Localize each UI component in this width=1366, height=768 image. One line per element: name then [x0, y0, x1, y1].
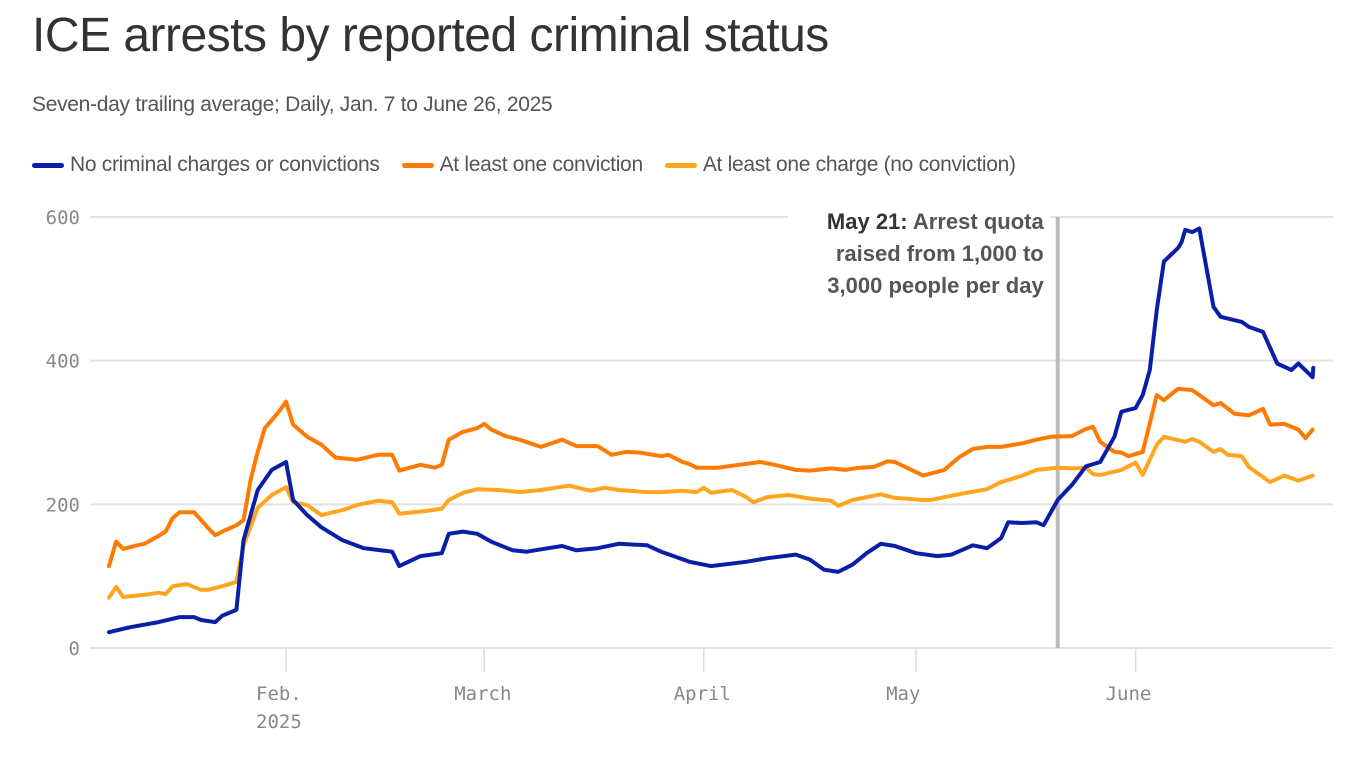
legend-swatch	[401, 162, 434, 168]
legend-item-charge: At least one charge (no conviction)	[664, 153, 1016, 177]
chart-subtitle: Seven-day trailing average; Daily, Jan. …	[32, 93, 553, 116]
x-tick-label: April	[674, 683, 731, 705]
x-tick-label: May	[886, 683, 920, 705]
x-tick-label: June	[1106, 683, 1152, 705]
y-tick-label: 400	[46, 351, 80, 373]
annotation-text: 3,000 people per day	[827, 273, 1044, 298]
x-tick-label: March	[454, 683, 511, 705]
legend-item-no-criminal: No criminal charges or convictions	[32, 153, 380, 177]
series-line-1	[107, 386, 1315, 569]
legend-label: No criminal charges or convictions	[70, 153, 380, 176]
legend: No criminal charges or convictions At le…	[32, 153, 1016, 177]
annotation-text: raised from 1,000 to	[836, 241, 1044, 266]
legend-label: At least one charge (no conviction)	[702, 153, 1016, 176]
series-line-2	[107, 434, 1315, 600]
legend-swatch	[664, 162, 697, 168]
annotation-background	[787, 211, 1050, 299]
legend-swatch	[32, 162, 64, 168]
annotation-text: May 21: Arrest quota	[827, 209, 1045, 234]
series-line-0	[107, 226, 1316, 635]
chart-title: ICE arrests by reported criminal status	[32, 9, 829, 62]
y-tick-label: 0	[69, 638, 80, 660]
y-tick-label: 200	[46, 494, 80, 516]
legend-label: At least one conviction	[439, 153, 644, 176]
legend-item-conviction: At least one conviction	[401, 153, 644, 177]
x-tick-sublabel: 2025	[256, 711, 302, 733]
y-tick-label: 600	[46, 207, 80, 229]
x-tick-label: Feb.	[256, 683, 302, 705]
